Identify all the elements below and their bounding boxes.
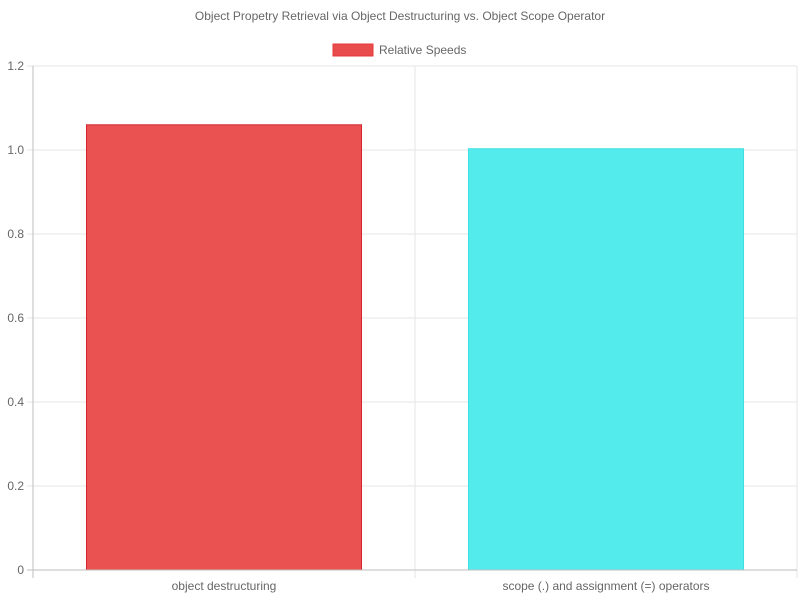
- y-tick-label: 1.0: [7, 143, 24, 157]
- x-tick-label: scope (.) and assignment (=) operators: [502, 579, 709, 593]
- y-tick-label: 0: [17, 563, 24, 577]
- y-tick-label: 0.8: [7, 227, 24, 241]
- axes: [27, 66, 797, 578]
- y-tick-label: 0.6: [7, 311, 24, 325]
- chart-title: Object Propetry Retrieval via Object Des…: [195, 9, 605, 23]
- y-tick-label: 0.4: [7, 395, 24, 409]
- bars: [85, 124, 745, 571]
- y-tick-label: 1.2: [7, 59, 24, 73]
- legend[interactable]: Relative Speeds: [332, 43, 466, 57]
- legend-label[interactable]: Relative Speeds: [379, 43, 466, 57]
- bar[interactable]: [85, 124, 363, 571]
- bar[interactable]: [467, 148, 745, 571]
- y-tick-label: 0.2: [7, 479, 24, 493]
- x-tick-label: object destructuring: [172, 579, 277, 593]
- tick-labels: 0 0.2 0.4 0.6 0.8 1.0 1.2 object destructuring s…: [7, 59, 709, 593]
- legend-swatch[interactable]: [332, 43, 374, 57]
